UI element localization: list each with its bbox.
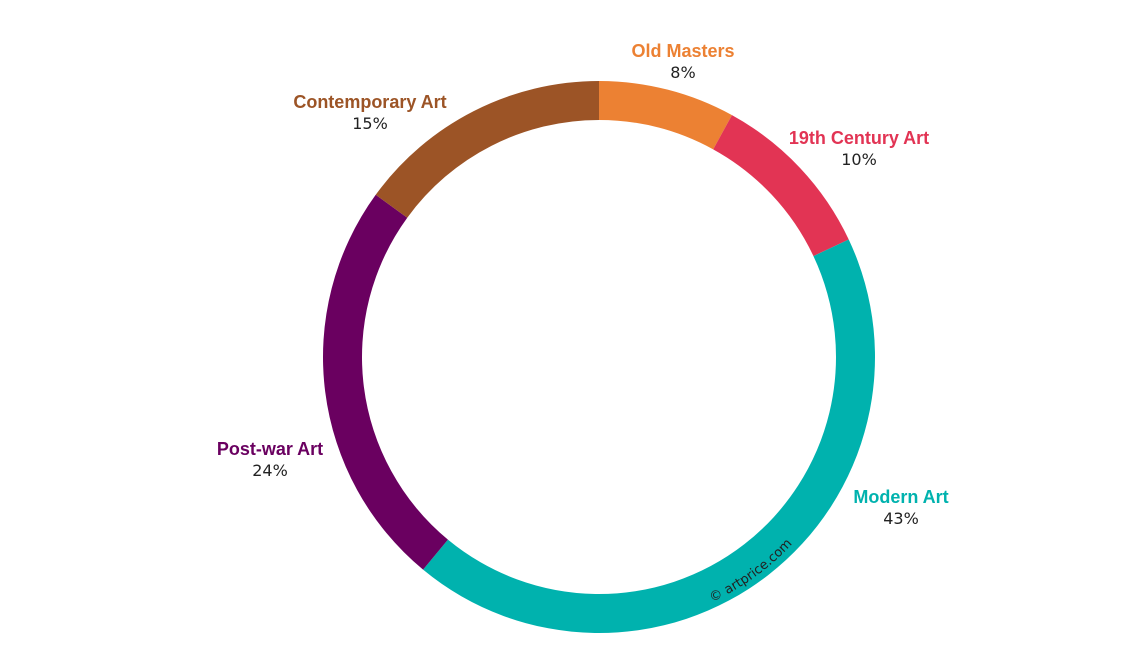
donut-slices <box>323 81 875 633</box>
donut-slice-19th-century-art <box>713 115 849 257</box>
slice-label-modern-art: Modern Art 43% <box>853 487 948 529</box>
slice-name-old-masters: Old Masters <box>631 41 735 61</box>
slice-value-19th-century-art: 10% <box>841 150 877 169</box>
donut-slice-modern-art <box>423 239 875 633</box>
slice-name-contemporary-art: Contemporary Art <box>293 92 447 112</box>
donut-slice-old-masters <box>599 81 732 150</box>
slice-label-post-war-art: Post-war Art 24% <box>217 439 323 481</box>
slice-value-post-war-art: 24% <box>252 461 288 480</box>
slice-label-19th-century-art: 19th Century Art 10% <box>789 128 929 170</box>
slice-name-post-war-art: Post-war Art <box>216 439 324 459</box>
slice-value-old-masters: 8% <box>670 63 696 82</box>
slice-label-old-masters: Old Masters 8% <box>631 41 734 83</box>
slice-value-modern-art: 43% <box>883 509 919 528</box>
slice-label-contemporary-art: Contemporary Art 15% <box>293 92 446 134</box>
donut-slice-contemporary-art <box>375 81 599 218</box>
slice-name-modern-art: Modern Art <box>853 487 949 507</box>
slice-name-19th-century-art: 19th Century Art <box>788 128 930 148</box>
donut-slice-post-war-art <box>323 194 448 570</box>
slice-value-contemporary-art: 15% <box>352 114 388 133</box>
